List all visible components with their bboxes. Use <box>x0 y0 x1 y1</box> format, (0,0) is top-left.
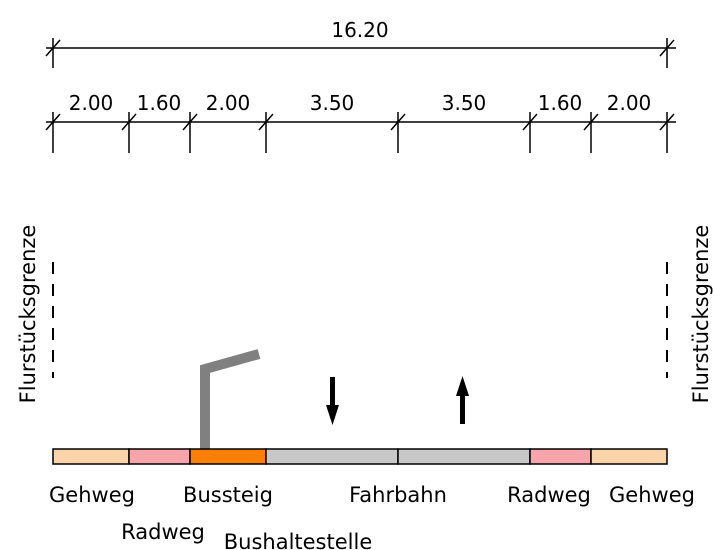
label-radweg-left: Radweg <box>121 520 205 544</box>
label-bushaltestelle: Bushaltestelle <box>224 530 373 550</box>
strip-fahrbahn-right <box>397 448 531 465</box>
segment-dimension-gehweg-left: 2.00 <box>69 91 114 115</box>
strip-gehweg-left <box>52 448 130 465</box>
property-boundary-label-right: Flurstücksgrenze <box>689 225 713 404</box>
label-radweg-right: Radweg <box>507 483 591 507</box>
segment-tick-4 <box>258 113 274 131</box>
segment-dimension-bussteig: 2.00 <box>206 91 251 115</box>
bus-stop-pole <box>200 349 261 449</box>
segment-tick-3 <box>182 113 198 131</box>
segment-dimensions <box>45 112 676 153</box>
strip-radweg-right <box>529 448 592 465</box>
cross-section-strips <box>52 448 668 465</box>
segment-tick-7 <box>583 113 599 131</box>
segment-dimension-radweg-left: 1.60 <box>137 91 182 115</box>
segment-dimension-fahrbahn-right: 3.50 <box>442 91 487 115</box>
strip-gehweg-right <box>590 448 668 465</box>
strip-radweg-left <box>128 448 191 465</box>
arrow-up-icon <box>456 376 469 424</box>
strip-fahrbahn-left <box>265 448 399 465</box>
label-gehweg-right: Gehweg <box>609 483 695 507</box>
label-bussteig: Bussteig <box>183 483 273 507</box>
segment-tick-5 <box>390 113 406 131</box>
segment-dimension-fahrbahn-left: 3.50 <box>310 91 355 115</box>
total-dimension <box>45 38 676 68</box>
property-boundary-label-left: Flurstücksgrenze <box>16 225 40 404</box>
total-dimension-left-tick <box>45 39 61 57</box>
total-dimension-label: 16.20 <box>331 18 388 42</box>
segment-dimension-gehweg-right: 2.00 <box>607 91 652 115</box>
segment-dimension-radweg-right: 1.60 <box>538 91 583 115</box>
strip-bussteig <box>189 448 267 465</box>
label-gehweg-left: Gehweg <box>49 483 135 507</box>
label-fahrbahn: Fahrbahn <box>349 483 447 507</box>
segment-tick-2 <box>121 113 137 131</box>
segment-tick-1 <box>45 113 61 131</box>
segment-tick-8 <box>659 113 675 131</box>
total-dimension-right-tick <box>659 39 675 57</box>
arrow-down-icon <box>326 377 339 425</box>
segment-tick-6 <box>522 113 538 131</box>
